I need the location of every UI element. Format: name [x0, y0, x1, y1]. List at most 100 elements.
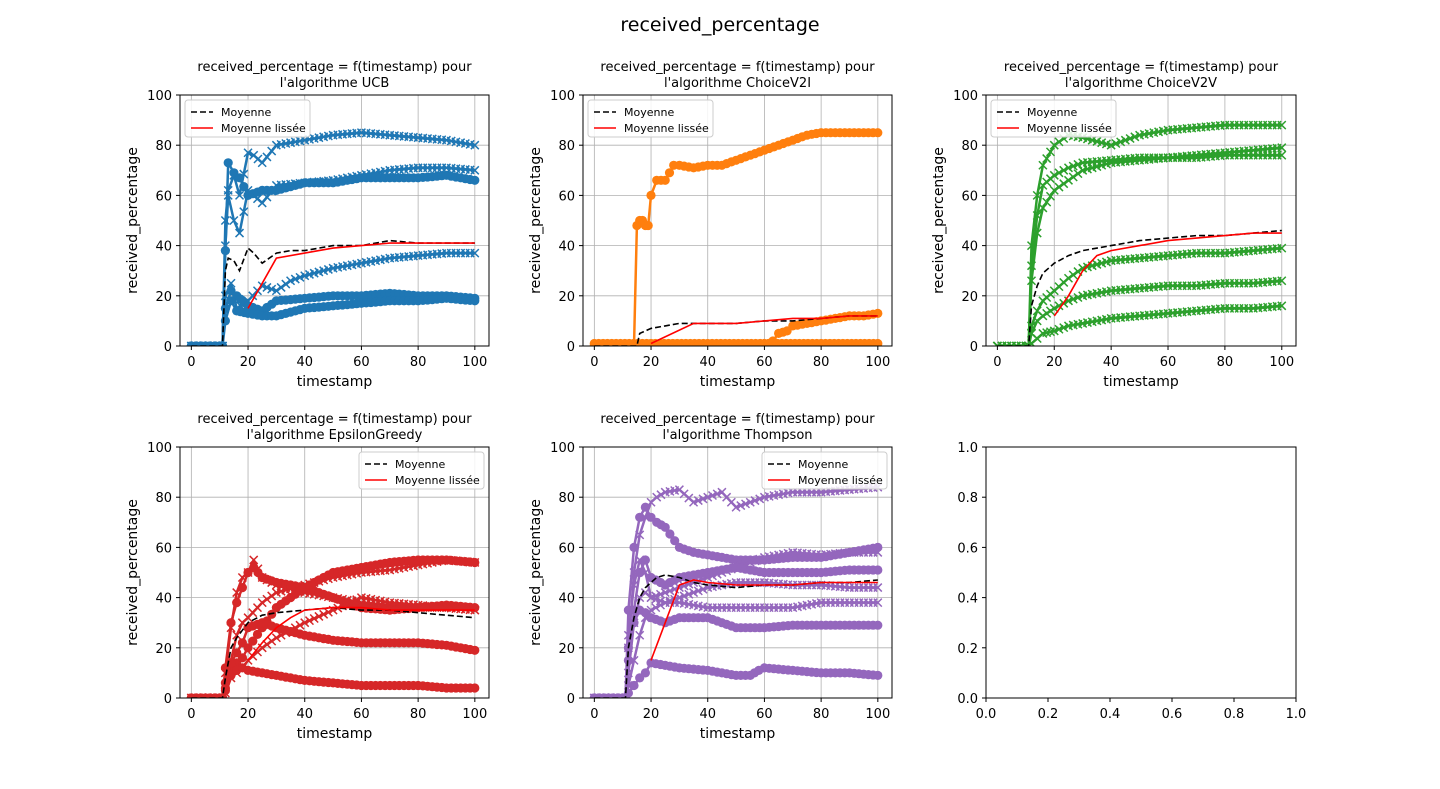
- series-2-point: [229, 215, 239, 226]
- x-axis-label: timestamp: [297, 726, 373, 742]
- plot-area: [186, 555, 480, 698]
- legend-box: [358, 451, 485, 490]
- series-7-point: [640, 613, 650, 623]
- x-tick-label: 40: [296, 707, 313, 722]
- axes-frame: [179, 94, 490, 347]
- series-6-point: [220, 316, 230, 326]
- series-1-point: [689, 497, 699, 507]
- series-3-point: [470, 175, 480, 185]
- series-1-point: [1042, 154, 1052, 164]
- y-tick-label: 40: [155, 240, 172, 255]
- series-2-point: [1277, 143, 1287, 153]
- x-tick-label: 40: [699, 355, 716, 370]
- x-tick-label: 0: [993, 355, 1001, 370]
- series-7-point: [470, 683, 480, 693]
- series-1-point: [267, 146, 277, 156]
- y-tick-label: 0: [164, 340, 172, 355]
- series-3-point: [755, 554, 765, 564]
- series-1-point: [707, 490, 717, 501]
- x-tick-label: 20: [240, 355, 257, 370]
- x-tick-label: 40: [296, 355, 313, 370]
- series-4-point: [640, 555, 651, 565]
- smoothed-mean-line: [1053, 232, 1282, 317]
- subplot-title-line2: l'algorithme EpsilonGreedy: [247, 428, 423, 443]
- series-1-point: [1106, 140, 1116, 150]
- series-1-point: [873, 128, 883, 138]
- series-6-point: [226, 296, 236, 306]
- subplot-title-line2: l'algorithme ChoiceV2V: [1065, 76, 1217, 91]
- series-5-point: [295, 620, 305, 630]
- x-axis-label: timestamp: [297, 374, 373, 390]
- series-4-point: [248, 636, 258, 646]
- smoothed-mean-line: [247, 242, 475, 309]
- series-2-point: [660, 522, 670, 532]
- smoothed-mean-line: [247, 606, 475, 661]
- axes-frame: [582, 446, 893, 699]
- x-tick-label: 0.4: [1100, 707, 1121, 722]
- series-5-point: [873, 598, 883, 608]
- series-3-point: [1063, 175, 1074, 185]
- series-5-point: [342, 599, 352, 609]
- x-tick-label: 0: [187, 707, 195, 722]
- series-7-point: [660, 598, 670, 608]
- series-1-point: [1111, 138, 1121, 149]
- series-4-point: [470, 248, 480, 258]
- series-4-point: [267, 284, 277, 294]
- series-3-point: [234, 173, 245, 183]
- series-5-point: [352, 595, 362, 605]
- series-1-point: [731, 502, 741, 512]
- y-tick-label: 20: [155, 642, 172, 657]
- x-tick-label: 100: [1269, 355, 1294, 370]
- x-tick-label: 0: [590, 707, 598, 722]
- series-1-point: [243, 148, 253, 158]
- series-7-point: [873, 583, 883, 593]
- subplot-title-line2: l'algorithme Thompson: [662, 428, 812, 443]
- legend-box: [761, 451, 888, 490]
- series-2-point: [1054, 168, 1064, 178]
- mean-line: [191, 239, 475, 346]
- x-tick-label: 80: [410, 707, 427, 722]
- series-7-point: [220, 685, 230, 696]
- subplot-2: 0 20 40 60 80 100 0 20 40 60 80 100 received_percent…: [528, 60, 893, 390]
- x-tick-label: 60: [353, 355, 370, 370]
- series-6-line: [997, 304, 1282, 346]
- series-3-point: [223, 158, 233, 168]
- series-3-point: [239, 182, 249, 192]
- x-tick-label: 60: [756, 355, 773, 370]
- series-1-point: [736, 501, 746, 511]
- series-7-point: [693, 586, 703, 596]
- legend-mean-label: Moyenne: [1027, 106, 1077, 119]
- y-tick-label: 0.4: [957, 592, 978, 607]
- series-6-point: [1059, 323, 1069, 333]
- y-tick-label: 80: [961, 139, 978, 154]
- series-4-point: [271, 286, 281, 296]
- series-1-point: [262, 152, 272, 162]
- x-tick-label: 0.2: [1038, 707, 1059, 722]
- series-4-point: [1063, 273, 1074, 283]
- axes-frame: [179, 446, 490, 699]
- series-1-point: [470, 140, 480, 150]
- y-tick-label: 80: [558, 139, 575, 154]
- y-tick-label: 0.2: [957, 642, 978, 657]
- series-3-point: [1032, 228, 1042, 238]
- series-3-point: [873, 547, 883, 557]
- series-4-point: [226, 278, 236, 288]
- series-2-point: [1059, 165, 1069, 175]
- series-5-point: [323, 607, 333, 617]
- series-7-point: [635, 630, 645, 640]
- series-4-point: [290, 274, 300, 284]
- series-2-point: [1068, 161, 1078, 171]
- x-tick-label: 100: [865, 707, 890, 722]
- subplot-6: 0.0 0.2 0.4 0.6 0.8 1.0 0.0 0.2 0.4 0.6 0.8 1.0: [957, 441, 1306, 722]
- y-tick-label: 20: [558, 642, 575, 657]
- legend: Moyenne Moyenne lissée: [761, 451, 888, 490]
- legend-box: [990, 99, 1117, 138]
- series-1-point: [249, 555, 259, 565]
- series-2-point: [232, 630, 242, 640]
- y-tick-label: 100: [550, 89, 575, 104]
- series-1-point: [1038, 160, 1048, 170]
- y-tick-label: 40: [961, 240, 978, 255]
- plot-area: [589, 128, 883, 346]
